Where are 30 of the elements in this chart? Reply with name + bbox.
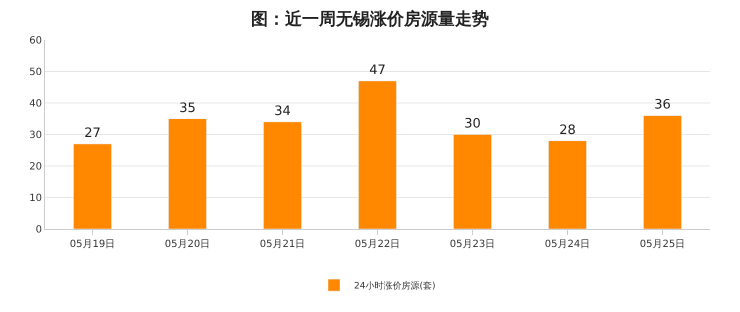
bar <box>453 134 492 229</box>
x-tick-label: 05月24日 <box>544 239 590 250</box>
x-tick-label: 05月22日 <box>354 239 400 250</box>
y-tick-label: 30 <box>29 130 42 141</box>
chart-title: 图：近一周无锡涨价房源量走势 <box>251 9 489 30</box>
bar <box>358 80 397 229</box>
y-tick-label: 40 <box>29 98 42 110</box>
y-tick-label: 10 <box>29 193 42 204</box>
bar <box>548 140 587 229</box>
y-tick-label: 20 <box>29 162 42 172</box>
bar <box>643 115 682 229</box>
y-tick-label: 0 <box>36 224 42 236</box>
bar <box>263 122 302 229</box>
data-label: 27 <box>84 126 101 141</box>
x-tick-label: 05月23日 <box>450 239 496 250</box>
data-label: 28 <box>559 122 576 138</box>
x-tick-label: 05月20日 <box>164 239 210 250</box>
data-label: 47 <box>369 62 386 78</box>
legend-label: 24小时涨价房源(套) <box>354 280 436 292</box>
bar <box>73 144 112 229</box>
x-tick-label: 05月19日 <box>70 239 116 250</box>
data-label: 36 <box>654 98 671 113</box>
data-label: 35 <box>179 100 196 116</box>
bar <box>168 118 207 229</box>
y-tick-label: 50 <box>29 67 42 78</box>
data-label: 30 <box>464 116 481 132</box>
x-tick-label: 05月25日 <box>640 239 686 250</box>
y-tick-label: 60 <box>29 36 42 46</box>
x-tick-label: 05月21日 <box>260 239 306 250</box>
data-label: 34 <box>274 104 291 119</box>
